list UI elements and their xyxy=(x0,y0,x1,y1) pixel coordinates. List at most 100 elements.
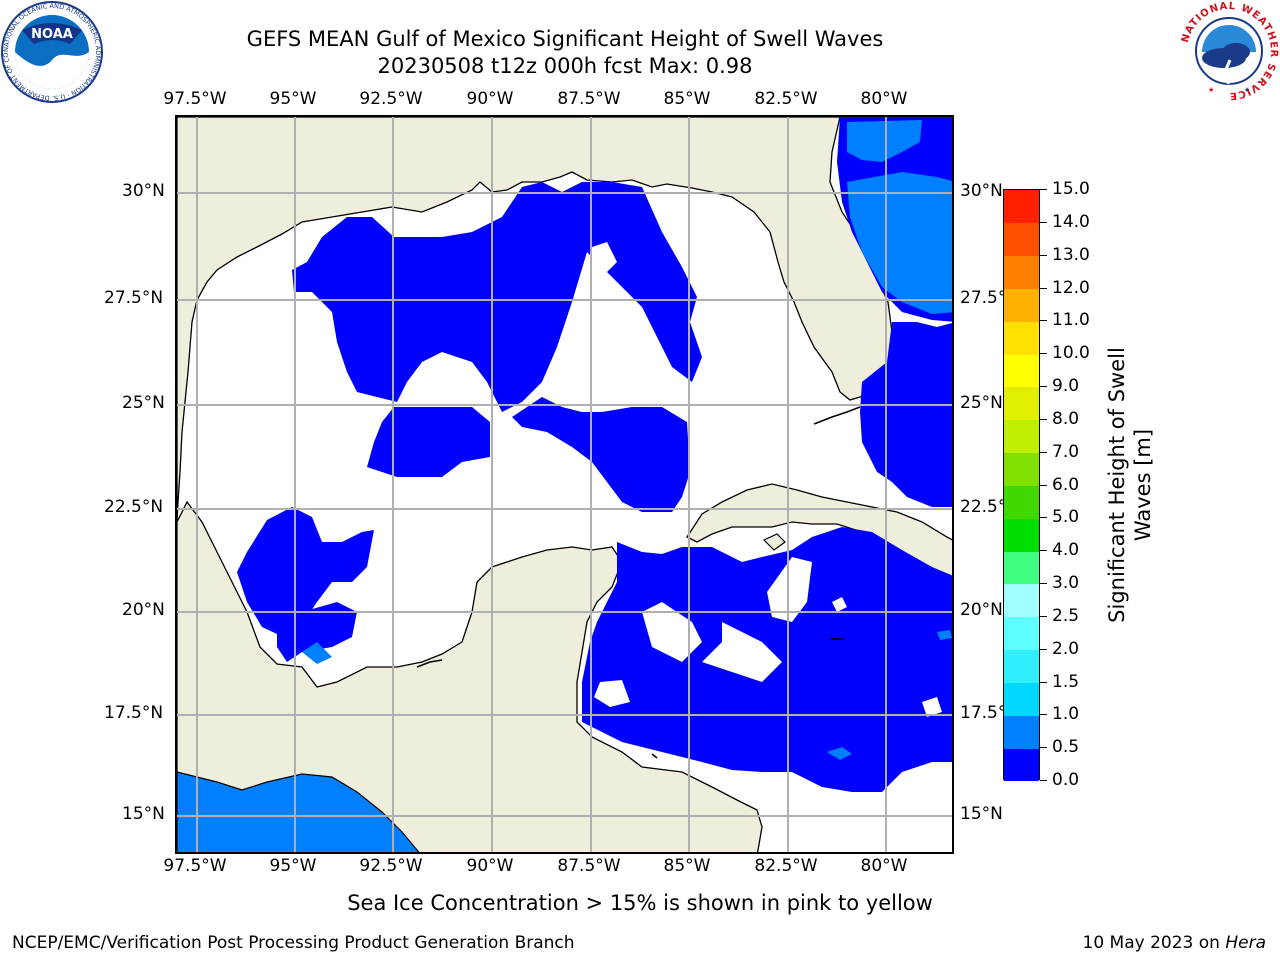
colorbar-segment xyxy=(1004,387,1039,421)
swell-region-central xyxy=(367,407,490,477)
colorbar-tick-label: 0.0 xyxy=(1052,770,1080,790)
lon-tick-label: 87.5°W xyxy=(557,89,621,109)
colorbar-tick-mark xyxy=(1040,484,1047,486)
colorbar-tick-mark xyxy=(1040,648,1047,650)
land-mexico xyxy=(177,500,763,852)
lat-tick-label: 15°N xyxy=(122,804,165,824)
colorbar-segment xyxy=(1004,485,1039,519)
colorbar-segment xyxy=(1004,321,1039,355)
lon-tick-label: 80°W xyxy=(860,89,908,109)
noaa-logo-text: NOAA xyxy=(31,27,73,42)
colorbar-tick-label: 15.0 xyxy=(1052,179,1090,199)
colorbar-segment xyxy=(1004,649,1039,683)
colorbar-segment xyxy=(1004,551,1039,585)
lon-tick-label: 90°W xyxy=(466,856,514,876)
colorbar-tick-label: 12.0 xyxy=(1052,277,1090,298)
colorbar-segment xyxy=(1004,354,1039,388)
colorbar-tick-mark xyxy=(1040,418,1047,420)
lon-tick-label: 97.5°W xyxy=(163,856,227,876)
colorbar-segment xyxy=(1004,715,1039,749)
colorbar xyxy=(1003,189,1040,782)
swell-regions-medium xyxy=(302,120,952,760)
swell-region-southwest xyxy=(237,507,374,634)
colorbar-label: Significant Height of Swell Waves [m] xyxy=(1105,347,1155,623)
sea-ice-note-text: Sea Ice Concentration > 15% is shown in … xyxy=(347,891,933,915)
lon-tick-label: 87.5°W xyxy=(557,856,621,876)
lat-tick-label: 20°N xyxy=(960,600,1003,620)
lon-tick-label: 95°W xyxy=(269,856,317,876)
map-title: GEFS MEAN Gulf of Mexico Significant Hei… xyxy=(246,27,884,51)
lat-tick-label: 30°N xyxy=(122,181,165,201)
colorbar-tick-label: 11.0 xyxy=(1052,310,1090,331)
gulf-of-mexico-map xyxy=(177,117,952,852)
swell-region-florida-straits xyxy=(860,322,952,507)
lat-tick-label: 30°N xyxy=(960,181,1003,201)
land-cuba xyxy=(686,483,952,581)
colorbar-tick-mark xyxy=(1040,681,1047,683)
svg-text:★: ★ xyxy=(1208,86,1214,94)
colorbar-tick-mark xyxy=(1040,747,1047,749)
colorbar-segment xyxy=(1004,419,1039,454)
colorbar-segment xyxy=(1004,255,1039,289)
colorbar-tick-mark xyxy=(1040,583,1047,584)
colorbar-tick-label: 1.0 xyxy=(1052,704,1080,725)
swell-region-east-central xyxy=(512,397,690,512)
colorbar-tick-mark xyxy=(1040,189,1047,190)
lon-tick-label: 97.5°W xyxy=(163,89,227,109)
colorbar-tick-label: 3.0 xyxy=(1052,573,1080,593)
colorbar-tick-mark xyxy=(1040,780,1047,781)
colorbar-segment xyxy=(1004,682,1039,716)
footer-machine: Hera xyxy=(1225,933,1266,953)
colorbar-tick-mark xyxy=(1040,386,1047,387)
lat-tick-label: 22.5°N xyxy=(104,497,164,517)
colorbar-tick-mark xyxy=(1040,254,1047,256)
lon-tick-label: 92.5°W xyxy=(359,89,423,109)
colorbar-tick-mark xyxy=(1040,320,1047,322)
colorbar-tick-label: 10.0 xyxy=(1052,343,1090,364)
colorbar-tick-label: 9.0 xyxy=(1052,376,1080,396)
colorbar-tick-label: 14.0 xyxy=(1052,211,1090,232)
colorbar-tick-label: 4.0 xyxy=(1052,540,1080,561)
colorbar-tick-mark xyxy=(1040,451,1047,453)
colorbar-tick-label: 13.0 xyxy=(1052,244,1090,265)
map-panel xyxy=(175,115,954,854)
lat-tick-label: 17.5°N xyxy=(104,703,164,723)
colorbar-segment xyxy=(1004,190,1039,224)
map-subtitle: 20230508 t12z 000h fcst Max: 0.98 xyxy=(377,54,753,78)
lon-tick-label: 90°W xyxy=(466,89,514,109)
lat-tick-label: 15°N xyxy=(960,804,1003,824)
colorbar-tick-label: 8.0 xyxy=(1052,408,1080,429)
colorbar-tick-mark xyxy=(1040,615,1047,617)
colorbar-tick-label: 2.5 xyxy=(1052,605,1080,626)
lon-tick-label: 82.5°W xyxy=(754,856,818,876)
colorbar-tick-label: 1.5 xyxy=(1052,671,1080,692)
lon-tick-label: 80°W xyxy=(860,856,908,876)
colorbar-segment xyxy=(1004,584,1039,618)
footer-credit: NCEP/EMC/Verification Post Processing Pr… xyxy=(12,933,575,953)
lon-tick-label: 82.5°W xyxy=(754,89,818,109)
sea-ice-note: Sea Ice Concentration > 15% is shown in … xyxy=(0,891,1280,915)
swell-region-campeche xyxy=(277,602,357,662)
lon-tick-label: 92.5°W xyxy=(359,856,423,876)
lat-tick-label: 27.5°N xyxy=(104,288,164,308)
lat-tick-label: 25°N xyxy=(122,393,165,413)
lat-tick-label: 20°N xyxy=(122,600,165,620)
colorbar-tick-mark xyxy=(1040,714,1047,716)
footer-date-text: 10 May 2023 on xyxy=(1082,933,1226,953)
colorbar-segment xyxy=(1004,748,1039,782)
coastline-details xyxy=(416,406,861,759)
lon-tick-label: 85°W xyxy=(663,856,711,876)
colorbar-tick-label: 2.0 xyxy=(1052,638,1080,659)
colorbar-segment xyxy=(1004,288,1039,322)
map-graticule xyxy=(177,117,952,852)
colorbar-tick-label: 6.0 xyxy=(1052,474,1080,495)
colorbar-tick-mark xyxy=(1040,221,1047,223)
land-isle-of-youth xyxy=(762,533,786,551)
lon-tick-label: 85°W xyxy=(663,89,711,109)
swell-region-north-gulf xyxy=(292,182,702,412)
colorbar-tick-label: 7.0 xyxy=(1052,441,1080,462)
nws-logo: NATIONAL WEATHER SERVICE ★ ★ xyxy=(1180,1,1278,101)
lon-tick-label: 95°W xyxy=(269,89,317,109)
colorbar-tick-mark xyxy=(1040,550,1047,552)
svg-text:★: ★ xyxy=(1244,86,1250,94)
